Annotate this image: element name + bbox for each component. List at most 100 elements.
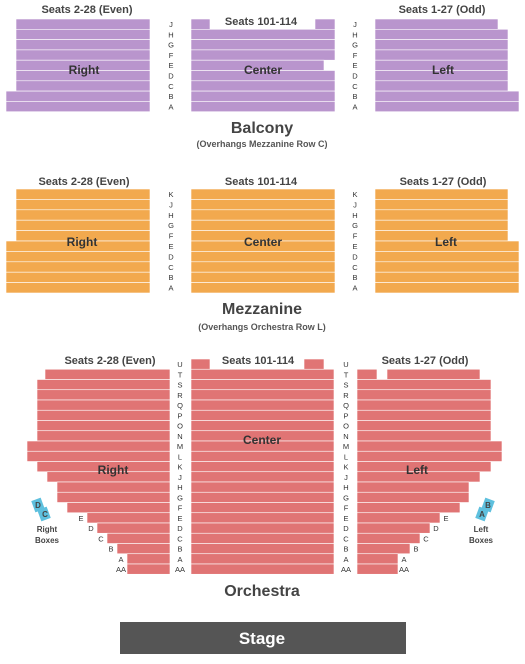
orchestra-center-row-o[interactable] (190, 420, 335, 432)
balcony-center-row-h[interactable] (190, 28, 336, 40)
mezzanine-center-row-c[interactable] (190, 261, 336, 273)
balcony-center-row-a[interactable] (190, 101, 336, 113)
orchestra-right-row-o[interactable] (36, 420, 171, 432)
right-box-c[interactable] (37, 506, 51, 522)
balcony-right-row-j[interactable] (15, 18, 151, 30)
orchestra-center-row-f[interactable] (190, 502, 335, 514)
orchestra-right-row-s[interactable] (36, 379, 171, 391)
orchestra-right-row-g[interactable] (56, 491, 171, 503)
orchestra-left-row-l[interactable] (356, 450, 503, 462)
orchestra-left-row-q[interactable] (356, 399, 492, 411)
orchestra-left-row-n[interactable] (356, 430, 492, 442)
orchestra-right-row-f[interactable] (66, 502, 171, 514)
mezzanine-right-row-a[interactable] (5, 282, 151, 294)
balcony-right-row-a[interactable] (5, 101, 151, 113)
mezzanine-right-row-k[interactable] (15, 188, 151, 200)
left-box-a[interactable] (475, 506, 489, 522)
orchestra-center-row-b[interactable] (190, 543, 335, 555)
balcony-left-row-c[interactable] (374, 80, 509, 92)
orchestra-left-row-aa[interactable] (356, 563, 399, 575)
balcony-center-row-g[interactable] (190, 39, 336, 51)
orchestra-center-row-d[interactable] (190, 522, 335, 534)
orchestra-left-section[interactable] (356, 368, 503, 575)
balcony-center-row-b[interactable] (190, 90, 336, 102)
orchestra-right-row-l[interactable] (26, 450, 171, 462)
balcony-center-section[interactable] (190, 18, 336, 113)
orchestra-left-row-t-outer[interactable] (386, 368, 481, 380)
orchestra-center-row-q[interactable] (190, 399, 335, 411)
orchestra-center-row-u-left[interactable] (190, 358, 211, 370)
orchestra-left-row-t-inner[interactable] (356, 368, 378, 380)
orchestra-center-row-aa[interactable] (190, 563, 335, 575)
balcony-left-row-f[interactable] (374, 49, 509, 61)
orchestra-right-row-q[interactable] (36, 399, 171, 411)
orchestra-right-row-aa[interactable] (126, 563, 171, 575)
mezzanine-center-row-k[interactable] (190, 188, 336, 200)
balcony-left-row-b[interactable] (374, 90, 520, 102)
orchestra-center-row-s[interactable] (190, 379, 335, 391)
mezzanine-right-row-j[interactable] (15, 199, 151, 211)
mezzanine-center-row-b[interactable] (190, 271, 336, 283)
orchestra-center-row-r[interactable] (190, 389, 335, 401)
balcony-right-row-f[interactable] (15, 49, 151, 61)
mezzanine-center-row-a[interactable] (190, 282, 336, 294)
mezzanine-left-row-c[interactable] (374, 261, 520, 273)
mezzanine-right-row-d[interactable] (5, 251, 151, 263)
balcony-center-row-j-left[interactable] (190, 18, 211, 30)
orchestra-right-row-e[interactable] (86, 512, 171, 524)
mezzanine-right-section[interactable] (5, 188, 151, 294)
orchestra-center-section[interactable] (190, 358, 335, 575)
mezzanine-left-row-g[interactable] (374, 219, 509, 231)
balcony-right-row-g[interactable] (15, 39, 151, 51)
balcony-center-row-f[interactable] (190, 49, 336, 61)
orchestra-right-row-p[interactable] (36, 409, 171, 421)
mezzanine-center-row-d[interactable] (190, 251, 336, 263)
orchestra-center-row-u-right[interactable] (303, 358, 325, 370)
balcony-left-row-h[interactable] (374, 28, 509, 40)
balcony-left-row-j[interactable] (374, 18, 499, 30)
mezzanine-center-row-j[interactable] (190, 199, 336, 211)
mezzanine-right-row-b[interactable] (5, 271, 151, 283)
orchestra-right-section[interactable] (26, 368, 171, 575)
mezzanine-right-row-c[interactable] (5, 261, 151, 273)
orchestra-left-row-m[interactable] (356, 440, 503, 452)
balcony-right-row-h[interactable] (15, 28, 151, 40)
orchestra-left-row-c[interactable] (356, 532, 421, 544)
orchestra-right-row-b[interactable] (116, 543, 171, 555)
balcony-right-row-c[interactable] (15, 80, 151, 92)
balcony-center-row-c[interactable] (190, 80, 336, 92)
mezzanine-center-row-h[interactable] (190, 209, 336, 221)
orchestra-center-row-e[interactable] (190, 512, 335, 524)
orchestra-left-row-g[interactable] (356, 491, 470, 503)
orchestra-left-row-p[interactable] (356, 409, 492, 421)
orchestra-left-row-f[interactable] (356, 502, 461, 514)
balcony-right-row-b[interactable] (5, 90, 151, 102)
orchestra-right-row-d[interactable] (96, 522, 171, 534)
orchestra-center-row-c[interactable] (190, 532, 335, 544)
mezzanine-left-row-j[interactable] (374, 199, 509, 211)
orchestra-left-row-e[interactable] (356, 512, 441, 524)
orchestra-center-row-k[interactable] (190, 461, 335, 473)
orchestra-left-row-b[interactable] (356, 543, 411, 555)
orchestra-center-row-t[interactable] (190, 368, 335, 380)
orchestra-left-row-a[interactable] (356, 553, 399, 565)
right-boxes[interactable]: D C (31, 497, 51, 522)
balcony-center-row-j-right[interactable] (314, 18, 336, 30)
balcony-left-section[interactable] (374, 18, 520, 113)
mezzanine-left-row-a[interactable] (374, 282, 520, 294)
orchestra-left-row-h[interactable] (356, 481, 470, 493)
orchestra-right-row-m[interactable] (26, 440, 171, 452)
orchestra-center-row-l[interactable] (190, 450, 335, 462)
orchestra-center-row-g[interactable] (190, 491, 335, 503)
balcony-right-section[interactable] (5, 18, 151, 113)
orchestra-left-row-o[interactable] (356, 420, 492, 432)
orchestra-right-row-r[interactable] (36, 389, 171, 401)
mezzanine-center-row-g[interactable] (190, 219, 336, 231)
orchestra-center-row-h[interactable] (190, 481, 335, 493)
orchestra-right-row-h[interactable] (56, 481, 171, 493)
mezzanine-left-row-k[interactable] (374, 188, 509, 200)
mezzanine-left-row-d[interactable] (374, 251, 520, 263)
orchestra-center-row-j[interactable] (190, 471, 335, 483)
mezzanine-center-section[interactable] (190, 188, 336, 294)
balcony-left-row-a[interactable] (374, 101, 520, 113)
